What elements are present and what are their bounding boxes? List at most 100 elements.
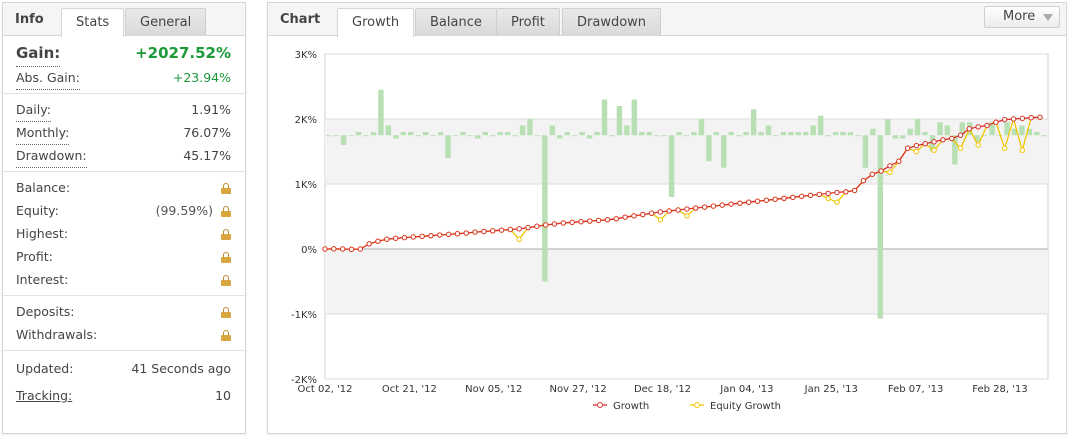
tracking-link[interactable]: Tracking: xyxy=(16,388,73,403)
tracking-value: 10 xyxy=(215,388,231,403)
more-label: More xyxy=(1003,9,1036,24)
bar xyxy=(639,132,645,136)
daily-value: 1.91% xyxy=(191,102,231,117)
x-tick-label: Feb 28, '13 xyxy=(972,384,1027,395)
deposits-label: Deposits: xyxy=(16,304,75,319)
growth-point xyxy=(463,230,469,236)
growth-point xyxy=(542,222,549,228)
bar xyxy=(899,135,906,139)
bar xyxy=(996,135,1003,137)
bar xyxy=(594,132,600,136)
caret-down-icon xyxy=(1043,14,1053,21)
daily-label[interactable]: Daily: xyxy=(16,98,51,122)
growth-point xyxy=(675,207,681,213)
gain-label[interactable]: Gain: xyxy=(16,40,61,67)
chart-panel-title: Chart xyxy=(280,12,321,27)
bar xyxy=(646,132,652,136)
balance-label: Balance: xyxy=(16,180,71,195)
bar xyxy=(422,132,429,136)
monthly-value: 76.07% xyxy=(183,125,231,140)
growth-point xyxy=(657,209,664,215)
bar xyxy=(944,125,951,136)
growth-point xyxy=(904,145,911,151)
growth-point xyxy=(949,135,955,142)
y-tick-label: 3K% xyxy=(295,50,317,61)
growth-point xyxy=(1019,115,1026,122)
bar xyxy=(430,135,436,137)
bar xyxy=(363,135,369,137)
growth-point xyxy=(384,236,390,242)
bar xyxy=(504,132,511,136)
growth-point xyxy=(525,224,531,231)
growth-point xyxy=(993,119,999,125)
info-panel: Info Stats General Gain: +2027.52% Abs. … xyxy=(2,2,246,434)
growth-point xyxy=(392,235,399,241)
tab-profit[interactable]: Profit xyxy=(496,8,560,36)
growth-point xyxy=(887,163,893,169)
updated-row: Updated: 41 Seconds ago xyxy=(3,357,245,380)
growth-point xyxy=(1001,116,1008,123)
highest-row: Highest: xyxy=(3,222,245,245)
bar xyxy=(460,132,466,136)
chart-panel: Chart Growth Balance Profit Drawdown Mor… xyxy=(267,2,1067,434)
bar xyxy=(713,132,720,136)
bar xyxy=(832,132,839,136)
growth-point xyxy=(437,232,443,238)
growth-point xyxy=(1010,116,1017,122)
bar xyxy=(385,125,392,136)
y-tick-label: 2K% xyxy=(295,115,317,126)
bar xyxy=(840,132,846,136)
growth-point xyxy=(366,241,372,247)
equity-label: Equity: xyxy=(16,203,59,218)
bar xyxy=(557,135,563,139)
lock-icon xyxy=(221,206,231,217)
drawdown-label[interactable]: Drawdown: xyxy=(16,144,87,168)
tab-general[interactable]: General xyxy=(125,8,207,36)
daily-row: Daily: 1.91% xyxy=(3,98,245,122)
growth-point xyxy=(498,227,505,233)
x-tick-label: Nov 05, '12 xyxy=(465,384,522,395)
bar xyxy=(1019,125,1025,136)
tab-stats[interactable]: Stats xyxy=(61,8,125,37)
growth-point xyxy=(375,238,381,244)
growth-point xyxy=(746,199,752,205)
abs-gain-label[interactable]: Abs. Gain: xyxy=(16,66,80,90)
gain-row: Gain: +2027.52% xyxy=(3,40,245,67)
tab-growth[interactable]: Growth xyxy=(337,8,415,37)
bar xyxy=(817,115,824,136)
growth-point xyxy=(1037,114,1043,120)
growth-point xyxy=(825,190,831,197)
bar xyxy=(445,135,451,158)
tracking-row: Tracking: 10 xyxy=(3,384,245,407)
x-tick-label: Jan 04, '13 xyxy=(719,384,773,395)
bar xyxy=(795,132,802,136)
updated-label: Updated: xyxy=(16,361,74,376)
bar xyxy=(683,135,690,137)
bar xyxy=(1034,132,1040,136)
monthly-label[interactable]: Monthly: xyxy=(16,121,70,145)
bar xyxy=(691,132,697,136)
updated-value: 41 Seconds ago xyxy=(131,361,231,376)
tab-drawdown[interactable]: Drawdown xyxy=(562,8,662,36)
growth-point xyxy=(710,203,717,209)
x-tick-label: Dec 18, '12 xyxy=(634,384,691,395)
more-button[interactable]: More xyxy=(984,6,1060,28)
bar xyxy=(378,89,384,136)
growth-point xyxy=(966,126,973,132)
bar xyxy=(1011,128,1018,136)
growth-point xyxy=(472,229,478,235)
growth-point xyxy=(843,189,849,195)
growth-point xyxy=(331,246,337,252)
y-axis-ticks: 3K% 2K% 1K% 0% -1K% -2K% xyxy=(291,50,317,386)
bar xyxy=(765,125,772,136)
bar xyxy=(393,135,399,139)
rates-section: Daily: 1.91% Monthly: 76.07% Drawdown: 4… xyxy=(3,94,245,172)
bar xyxy=(489,135,496,137)
tab-balance[interactable]: Balance xyxy=(415,8,497,36)
growth-point xyxy=(551,221,558,227)
growth-point xyxy=(922,141,928,147)
growth-point xyxy=(604,217,611,223)
growth-point xyxy=(481,228,487,235)
gain-section: Gain: +2027.52% Abs. Gain: +23.94% xyxy=(3,36,245,94)
interest-row: Interest: xyxy=(3,268,245,291)
